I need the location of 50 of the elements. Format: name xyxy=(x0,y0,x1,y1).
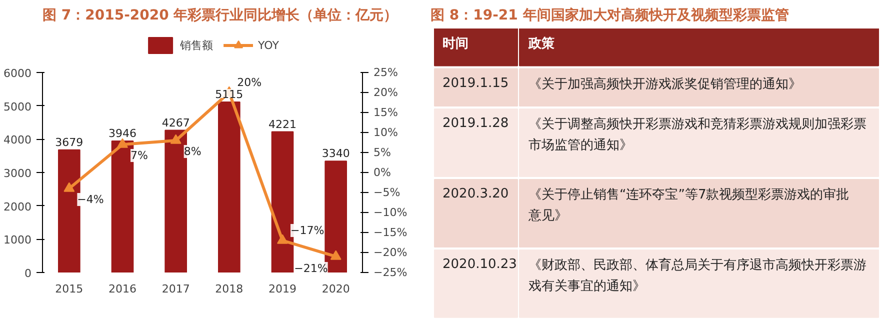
y-tick-label: 2000 xyxy=(4,200,32,214)
y2-tick-label: −15% xyxy=(374,226,408,239)
data-label: 5115 xyxy=(215,88,244,101)
y2-tick-label: 15% xyxy=(374,106,398,119)
legend-label: 销售额 xyxy=(180,38,214,52)
legend-label: YOY xyxy=(258,38,279,52)
y-tick-label: 6000 xyxy=(4,67,32,80)
y-tick-label: 0 xyxy=(24,267,32,280)
y-tick-label: 3000 xyxy=(4,167,32,180)
y-tick-label: 5000 xyxy=(4,100,32,114)
text: 《关于加强高频快开游戏派奖促销管理的通知》 xyxy=(528,76,802,92)
data-label: 20% xyxy=(237,76,262,89)
y2-tick-label: −10% xyxy=(374,206,408,219)
y2-tick-label: 5% xyxy=(374,146,391,159)
y2-tick-label: 25% xyxy=(374,66,398,79)
text: 《关于停止销售“连环夺宝”等7款视频型彩票游戏的审批意见》 xyxy=(528,186,850,224)
text: 政策 xyxy=(528,36,556,52)
text: 2020.10.23 xyxy=(442,257,517,272)
x-tick-label: 2020 xyxy=(322,282,350,296)
data-label: 3679 xyxy=(55,136,84,149)
y2-tick-label: −5% xyxy=(374,186,400,199)
data-label: 4267 xyxy=(162,116,190,130)
x-tick-label: 2017 xyxy=(162,282,190,296)
y2-tick-label: −25% xyxy=(374,266,408,279)
text: 时间 xyxy=(442,36,468,52)
data-label: 3340 xyxy=(322,147,350,160)
data-label: −17% xyxy=(290,224,324,237)
data-label: 8% xyxy=(184,145,202,158)
x-tick-label: 2019 xyxy=(268,282,297,296)
data-label: −4% xyxy=(77,193,104,206)
data-label: 7% xyxy=(130,149,148,162)
x-tick-label: 2018 xyxy=(215,282,244,296)
text: 2019.1.28 xyxy=(442,116,509,132)
text: 2019.1.15 xyxy=(442,76,509,91)
y-tick-label: 1000 xyxy=(4,234,32,247)
y-tick-label: 4000 xyxy=(4,134,32,147)
text: 《财政部、民政部、体育总局关于有序退市高频快开彩票游戏有关事宜的通知》 xyxy=(528,257,866,294)
y2-tick-label: 0% xyxy=(374,166,391,179)
x-tick-label: 2016 xyxy=(108,282,137,296)
y2-tick-label: 20% xyxy=(374,86,398,99)
data-label: 4221 xyxy=(268,118,297,131)
y2-tick-label: −20% xyxy=(374,246,408,259)
text: 《关于调整高频快开彩票游戏和竞猜彩票游戏规则加强彩票市场监管的通知》 xyxy=(528,116,866,154)
x-tick-label: 2015 xyxy=(55,282,84,296)
chart-title: 图 7：2015-2020 年彩票行业同比增长（单位：亿元） xyxy=(42,8,398,24)
text: 2020.3.20 xyxy=(442,186,509,202)
text: 图 8：19-21 年间国家加大对高频快开及视频型彩票监管 xyxy=(430,6,789,24)
data-label: 3946 xyxy=(108,126,137,140)
y2-tick-label: 10% xyxy=(374,126,398,139)
data-label: −21% xyxy=(294,262,328,275)
